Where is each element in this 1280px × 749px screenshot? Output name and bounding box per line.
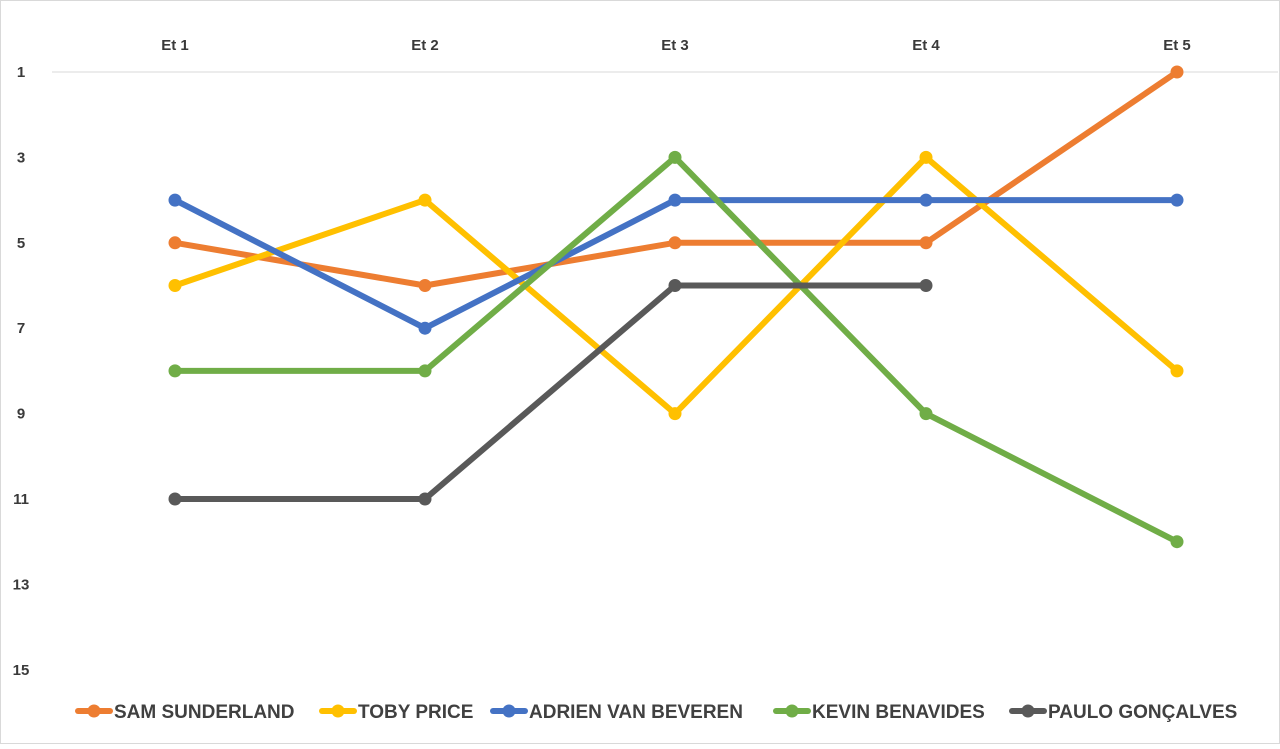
series-2 [168,193,1184,335]
data-point [668,279,682,292]
legend-marker [331,704,345,718]
series-3 [168,150,1184,549]
data-point [919,407,933,421]
data-point [168,193,182,207]
legend-item: SAM SUNDERLAND [75,702,295,723]
data-point [418,193,432,207]
data-point [919,193,933,207]
data-point [1170,193,1184,207]
data-point [418,364,432,378]
series-line [172,282,929,502]
data-point [418,492,432,506]
legend-label: KEVIN BENAVIDES [812,702,985,723]
data-point [168,279,182,292]
y-tick-label: 1 [17,64,25,81]
series-0 [168,65,1184,292]
x-tick-label: Et 1 [161,37,189,54]
legend-item: TOBY PRICE [319,702,473,723]
legend-item: PAULO GONÇALVES [1009,702,1237,723]
x-tick-label: Et 5 [1163,37,1191,54]
legend-item: ADRIEN VAN BEVEREN [490,702,743,723]
data-point [1170,65,1184,79]
x-axis: Et 1 Et 2 Et 3 Et 4 Et 5 [161,37,1191,54]
legend-label: PAULO GONÇALVES [1048,702,1237,723]
series-1 [168,150,1184,421]
legend-marker [502,704,516,718]
data-point [168,492,182,506]
data-point [668,150,682,164]
series-4 [168,279,933,506]
legend: SAM SUNDERLAND TOBY PRICE ADRIEN VAN BEVER… [75,702,1237,723]
data-point [668,236,682,250]
x-tick-label: Et 3 [661,37,689,54]
data-point [418,279,432,292]
y-tick-label: 7 [17,320,25,337]
data-point [919,150,933,164]
legend-label: TOBY PRICE [358,702,473,723]
data-point [919,279,933,292]
y-tick-label: 3 [17,149,25,166]
x-tick-label: Et 2 [411,37,439,54]
legend-marker [87,704,101,718]
data-point [919,236,933,250]
legend-item: KEVIN BENAVIDES [773,702,985,723]
y-tick-label: 15 [13,662,30,679]
y-tick-label: 11 [13,491,29,508]
data-point [668,407,682,421]
y-tick-label: 9 [17,406,25,423]
x-tick-label: Et 4 [912,37,940,54]
data-point [168,364,182,378]
legend-label: SAM SUNDERLAND [114,702,295,723]
legend-marker [785,704,799,718]
data-point [168,236,182,250]
series-group [168,65,1184,549]
data-point [418,321,432,335]
data-point [1170,364,1184,378]
legend-marker [1021,704,1035,718]
data-point [668,193,682,207]
legend-label: ADRIEN VAN BEVEREN [529,702,743,723]
y-tick-label: 13 [13,576,30,593]
y-tick-label: 5 [17,235,25,252]
data-point [1170,535,1184,549]
